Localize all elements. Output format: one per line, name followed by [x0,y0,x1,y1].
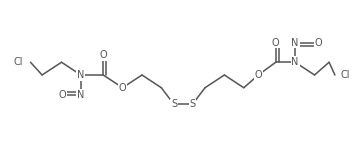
Text: N: N [77,70,84,80]
Text: Cl: Cl [341,70,350,80]
Text: N: N [77,90,84,100]
Text: Cl: Cl [13,57,23,67]
Text: N: N [291,38,299,48]
Text: S: S [189,99,195,109]
Text: O: O [272,38,279,48]
Text: O: O [59,90,66,100]
Text: O: O [99,50,107,60]
Text: O: O [119,83,126,93]
Text: S: S [171,99,177,109]
Text: O: O [315,38,322,48]
Text: O: O [254,70,262,80]
Text: N: N [291,57,299,67]
